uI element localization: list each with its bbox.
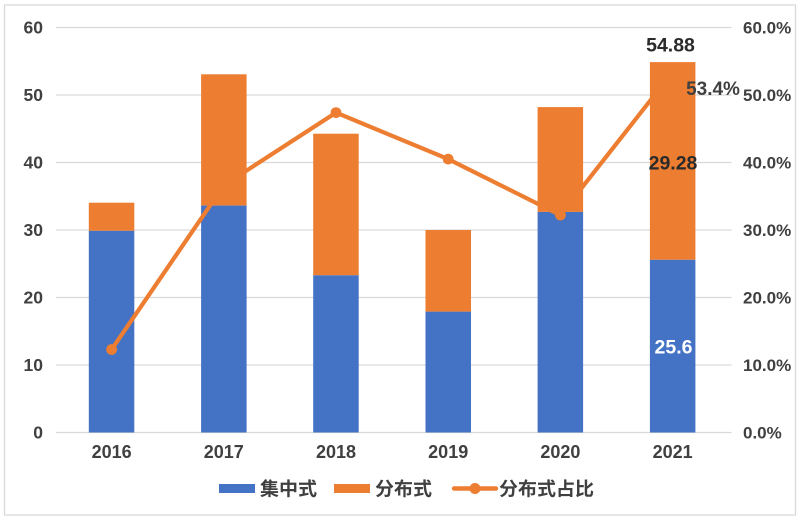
svg-text:0: 0 xyxy=(33,423,43,443)
svg-text:10: 10 xyxy=(24,355,44,375)
svg-text:2017: 2017 xyxy=(204,442,244,462)
svg-text:20.0%: 20.0% xyxy=(743,289,791,308)
svg-text:50: 50 xyxy=(24,85,44,105)
svg-text:40.0%: 40.0% xyxy=(743,154,791,173)
svg-text:2020: 2020 xyxy=(540,442,580,462)
svg-text:30.0%: 30.0% xyxy=(743,221,791,240)
svg-text:29.28: 29.28 xyxy=(649,153,698,175)
svg-text:10.0%: 10.0% xyxy=(743,356,791,375)
svg-text:2021: 2021 xyxy=(653,442,693,462)
svg-text:40: 40 xyxy=(24,153,44,173)
svg-text:30: 30 xyxy=(24,220,44,240)
svg-text:25.6: 25.6 xyxy=(655,337,693,359)
svg-text:50.0%: 50.0% xyxy=(743,86,791,105)
svg-text:20: 20 xyxy=(24,288,44,308)
svg-text:60: 60 xyxy=(24,18,44,38)
svg-text:2018: 2018 xyxy=(316,442,356,462)
svg-text:0.0%: 0.0% xyxy=(743,424,782,443)
svg-text:2019: 2019 xyxy=(428,442,468,462)
svg-text:2016: 2016 xyxy=(92,442,132,462)
svg-text:54.88: 54.88 xyxy=(646,35,695,57)
svg-text:60.0%: 60.0% xyxy=(743,19,791,38)
svg-text:53.4%: 53.4% xyxy=(686,79,740,100)
